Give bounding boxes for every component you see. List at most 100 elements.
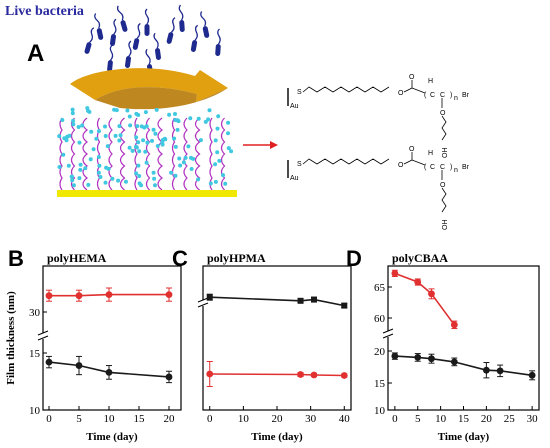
water-dot [113, 133, 118, 138]
data-point [311, 296, 317, 303]
water-dot [153, 183, 157, 188]
bacterium-flagellum [113, 18, 117, 35]
series-line [48, 361, 170, 378]
bacterium-body [166, 32, 174, 44]
x-axis-label: Time (day) [251, 431, 303, 443]
axis-break-mark [382, 333, 394, 339]
water-dot [57, 134, 62, 139]
bacterium-body [96, 28, 104, 40]
bacterium-icon [153, 32, 161, 60]
series-black [45, 355, 173, 384]
water-dot [181, 160, 186, 165]
water-dot [117, 124, 122, 129]
water-dot [207, 108, 212, 113]
data-point [105, 291, 113, 298]
chem-o-label: O [398, 90, 404, 97]
chem-oh-label: OH [442, 220, 449, 231]
data-point [45, 358, 53, 366]
water-dot [144, 160, 149, 165]
x-tick-label: 10 [104, 413, 116, 425]
data-point [165, 291, 173, 298]
x-axis-label: Time (day) [438, 431, 490, 443]
bacterium-flagellum [116, 5, 124, 21]
polymer-chain [157, 117, 163, 191]
water-dot [208, 181, 213, 186]
data-point [45, 292, 53, 300]
y-tick-label: 20 [374, 346, 386, 358]
water-dot [125, 108, 130, 113]
panel-title: polyHPMA [207, 251, 266, 265]
water-dot [173, 144, 178, 149]
water-dot [69, 174, 74, 179]
plot-frame [202, 265, 352, 411]
water-dot [169, 170, 174, 175]
bacterium-body [155, 48, 161, 60]
water-dot [94, 136, 99, 141]
water-dot [154, 107, 159, 112]
water-dot [151, 127, 156, 132]
water-dot [229, 149, 234, 154]
bacterium-flagellum [144, 8, 150, 25]
water-dot [88, 157, 93, 162]
axis-break-gap [39, 333, 48, 339]
side-chain [441, 187, 447, 213]
data-point [428, 355, 435, 363]
chem-paren: ) [450, 92, 452, 99]
water-dot [77, 140, 82, 145]
polymer-chain [183, 117, 188, 191]
water-dot [189, 167, 194, 171]
data-point [105, 368, 113, 376]
water-dot [152, 176, 157, 181]
water-dot [135, 124, 140, 129]
water-dot [175, 127, 180, 132]
panel-letter: D [346, 246, 362, 271]
alkyl-chain [302, 86, 390, 93]
x-tick-label: 0 [207, 413, 213, 425]
water-dot [173, 118, 178, 122]
x-tick-label: 30 [527, 413, 539, 425]
water-dot [127, 145, 132, 150]
water-dot [70, 111, 75, 116]
water-dot [134, 135, 139, 140]
water-dot [198, 138, 203, 143]
bacterium-flagellum [153, 32, 159, 49]
bacterium-body [190, 40, 198, 52]
water-dot [213, 179, 218, 184]
axis-break-mark [37, 335, 49, 341]
data-point [340, 372, 348, 379]
data-point [206, 370, 214, 378]
x-tick-label: 20 [481, 413, 493, 425]
water-dot [143, 149, 148, 154]
x-tick-label: 30 [305, 413, 317, 425]
water-dot [98, 175, 103, 179]
bacterium-flagellum [128, 40, 132, 57]
panel-title: polyCBAA [392, 251, 448, 265]
polymer-chain [220, 117, 226, 191]
water-dot [217, 158, 222, 163]
chem-o-label: O [409, 74, 415, 81]
water-dot [62, 136, 67, 141]
series-black [206, 293, 348, 309]
data-point [297, 297, 304, 304]
data-point [482, 366, 490, 374]
alkyl-chain [302, 158, 390, 165]
y-tick-label: 30 [29, 307, 41, 319]
side-chain [441, 115, 447, 141]
water-dot [89, 129, 94, 134]
chem-c-label: C [430, 92, 435, 99]
x-tick-label: 20 [272, 413, 284, 425]
water-dot [196, 177, 201, 182]
x-tick-label: 40 [339, 413, 351, 425]
bacterium-icon [200, 11, 210, 38]
y-tick-label: 10 [374, 405, 386, 417]
chem-c-label: C [440, 92, 445, 99]
x-axis-label: Time (day) [86, 431, 138, 443]
water-dot [151, 170, 156, 175]
y-tick-label: 15 [374, 378, 386, 390]
chem-c-label: C [430, 164, 435, 171]
water-dot [215, 150, 220, 155]
water-dot [216, 114, 221, 119]
bacterium-flagellum [217, 28, 221, 45]
